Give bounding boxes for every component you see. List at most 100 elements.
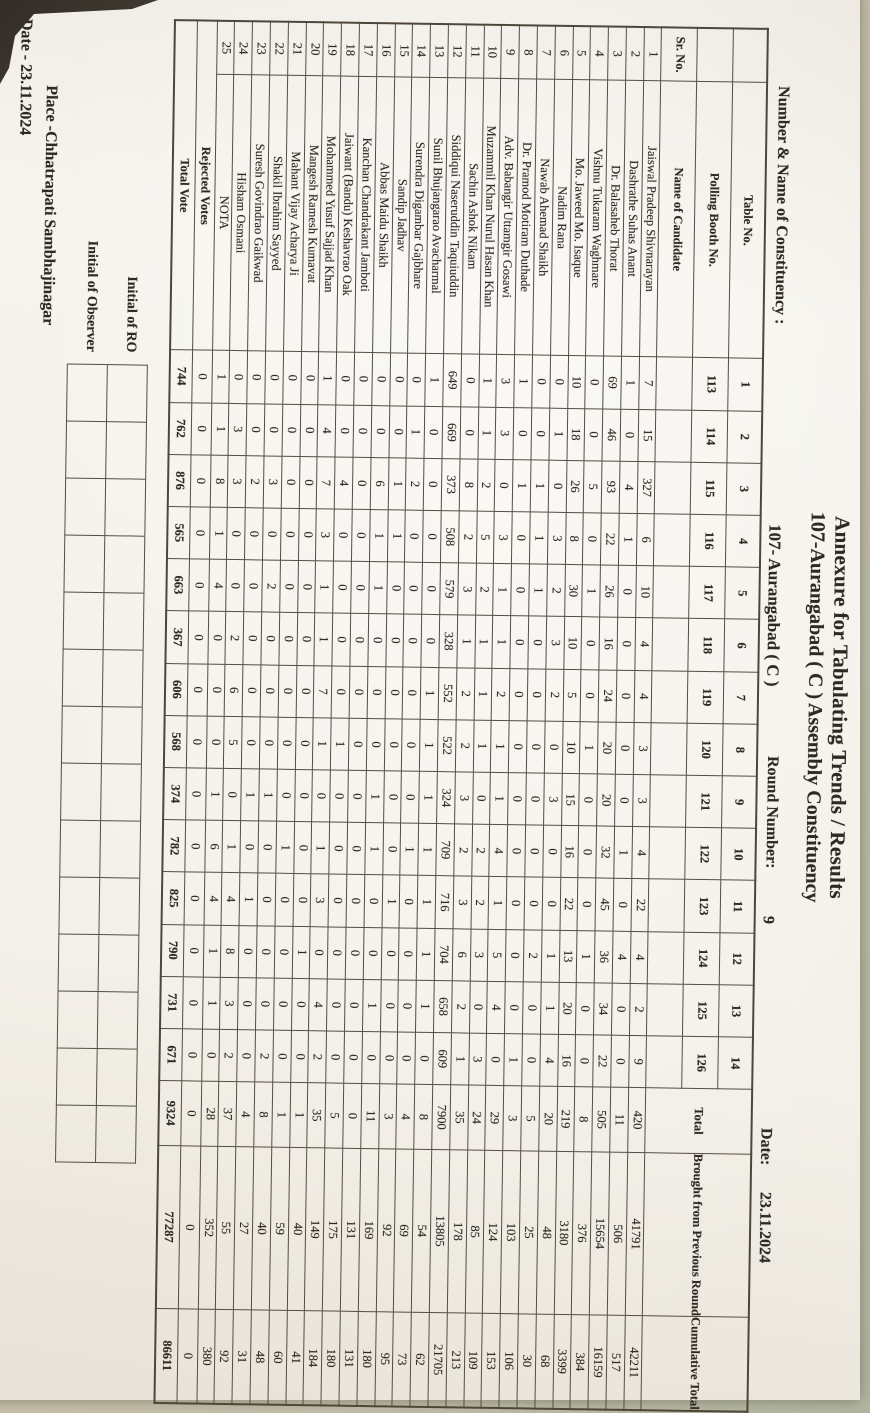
vote-cell: 2 (523, 929, 542, 982)
vote-cell: 4 (612, 930, 631, 984)
empty-header-cell (646, 1035, 683, 1089)
vote-cell: 1 (202, 976, 221, 1030)
vote-cell: 0 (328, 874, 347, 927)
total-header: Total (645, 1087, 753, 1155)
vote-cell: 10 (567, 355, 586, 409)
vote-cell: 2 (405, 457, 425, 511)
vote-cell: 1 (492, 615, 511, 669)
row-cumulative-cell: 92 (214, 1309, 234, 1405)
vote-cell: 0 (486, 1033, 505, 1086)
vote-cell: 0 (383, 718, 403, 772)
grand-brought-cell: 77287 (155, 1145, 181, 1309)
row-brought-cell: 40 (251, 1146, 272, 1311)
vote-cell: 4 (334, 456, 353, 510)
vote-cell: 0 (389, 353, 408, 406)
row-cumulative-cell: 384 (570, 1314, 590, 1410)
vote-cell: 0 (542, 825, 562, 878)
vote-cell: 0 (401, 718, 421, 772)
vote-cell: 0 (400, 771, 420, 824)
vote-cell: 0 (296, 612, 316, 666)
row-total-cell: 29 (485, 1085, 504, 1151)
row-total-cell: 5 (324, 1083, 344, 1149)
vote-cell: 0 (506, 877, 525, 930)
vote-cell: 0 (206, 663, 226, 717)
vote-cell: 0 (367, 613, 387, 667)
vote-cell: 0 (237, 977, 257, 1030)
sr-no-cell: 7 (536, 25, 556, 80)
row-brought-cell: 3180 (553, 1151, 575, 1315)
vote-cell: 1 (492, 563, 512, 617)
vote-cell: 0 (527, 616, 547, 669)
vote-cell: 1 (581, 564, 601, 618)
table-no-label: Table No. (729, 82, 768, 359)
empty-header-cell (652, 618, 690, 671)
booth-number-cell: 121 (686, 775, 723, 828)
vote-cell: 2 (471, 824, 490, 877)
vote-cell: 6 (204, 820, 223, 873)
vote-cell: 0 (424, 405, 443, 459)
vote-cell: 2 (544, 668, 564, 722)
vote-cell: 1 (548, 407, 568, 461)
vote-cell: 0 (509, 668, 528, 721)
sr-no-cell: 12 (447, 24, 467, 79)
vote-cell: 4 (221, 872, 240, 926)
row-cumulative-cell: 31 (232, 1309, 252, 1405)
signature-cell (103, 536, 145, 594)
signature-cell (102, 593, 144, 651)
vote-cell: 0 (549, 355, 569, 409)
vote-cell: 3 (468, 1033, 487, 1086)
vote-cell: 0 (397, 979, 417, 1033)
sr-no-cell: 20 (305, 22, 324, 76)
signature-cell (98, 878, 140, 936)
vote-cell: 0 (255, 977, 275, 1031)
vote-cell: 0 (297, 560, 316, 614)
grand-total-cell: 9324 (158, 1080, 182, 1146)
vote-cell: 0 (525, 772, 545, 826)
table-number-cell: 2 (727, 410, 763, 464)
vote-cell: 0 (263, 403, 283, 457)
vote-cell: 0 (399, 875, 418, 928)
vote-cell: 22 (559, 877, 579, 931)
table-number-cell: 14 (718, 1036, 753, 1090)
vote-cell: 716 (434, 875, 454, 929)
vote-cell: 0 (246, 351, 266, 404)
row-total-cell: 219 (556, 1086, 576, 1152)
vote-cell: 327 (636, 461, 656, 514)
vote-cell: 0 (404, 562, 423, 615)
vote-cell: 0 (243, 612, 262, 665)
vote-cell: 0 (344, 979, 364, 1032)
vote-cell: 93 (601, 460, 620, 514)
brought-forward-header: Brought from Previous Round (642, 1152, 752, 1318)
vote-cell: 0 (278, 612, 298, 666)
row-brought-cell: 175 (322, 1147, 343, 1312)
vote-cell: 22 (630, 878, 650, 932)
vote-cell: 1 (365, 770, 384, 823)
row-brought-cell: 178 (447, 1149, 468, 1314)
vote-cell: 1 (369, 509, 388, 562)
rejected-vote-cell: 0 (185, 715, 207, 769)
signature-cell (56, 991, 98, 1050)
grand-cumulative-cell: 86611 (154, 1308, 178, 1404)
rejected-total-cell: 0 (180, 1081, 202, 1146)
vote-cell: 3 (457, 563, 476, 616)
vote-cell: 4 (619, 461, 638, 514)
signature-cell (63, 535, 105, 594)
vote-cell: 0 (585, 356, 604, 409)
booth-total-cell: 606 (164, 663, 188, 716)
vote-cell: 0 (273, 977, 292, 1031)
vote-cell: 18 (566, 408, 586, 461)
sr-no-cell: 1 (643, 27, 662, 81)
vote-cell: 0 (404, 510, 424, 563)
vote-cell: 0 (300, 351, 319, 405)
vote-cell: 0 (329, 769, 349, 823)
rejected-brought-cell: 0 (177, 1145, 201, 1310)
empty-header-cell (650, 722, 688, 776)
booth-number-cell: 118 (688, 618, 726, 672)
vote-cell: 30 (564, 564, 583, 618)
rejected-vote-cell: 0 (185, 767, 206, 821)
vote-cell: 522 (437, 719, 456, 772)
vote-cell: 4 (317, 404, 336, 457)
vote-cell: 3 (452, 876, 472, 929)
